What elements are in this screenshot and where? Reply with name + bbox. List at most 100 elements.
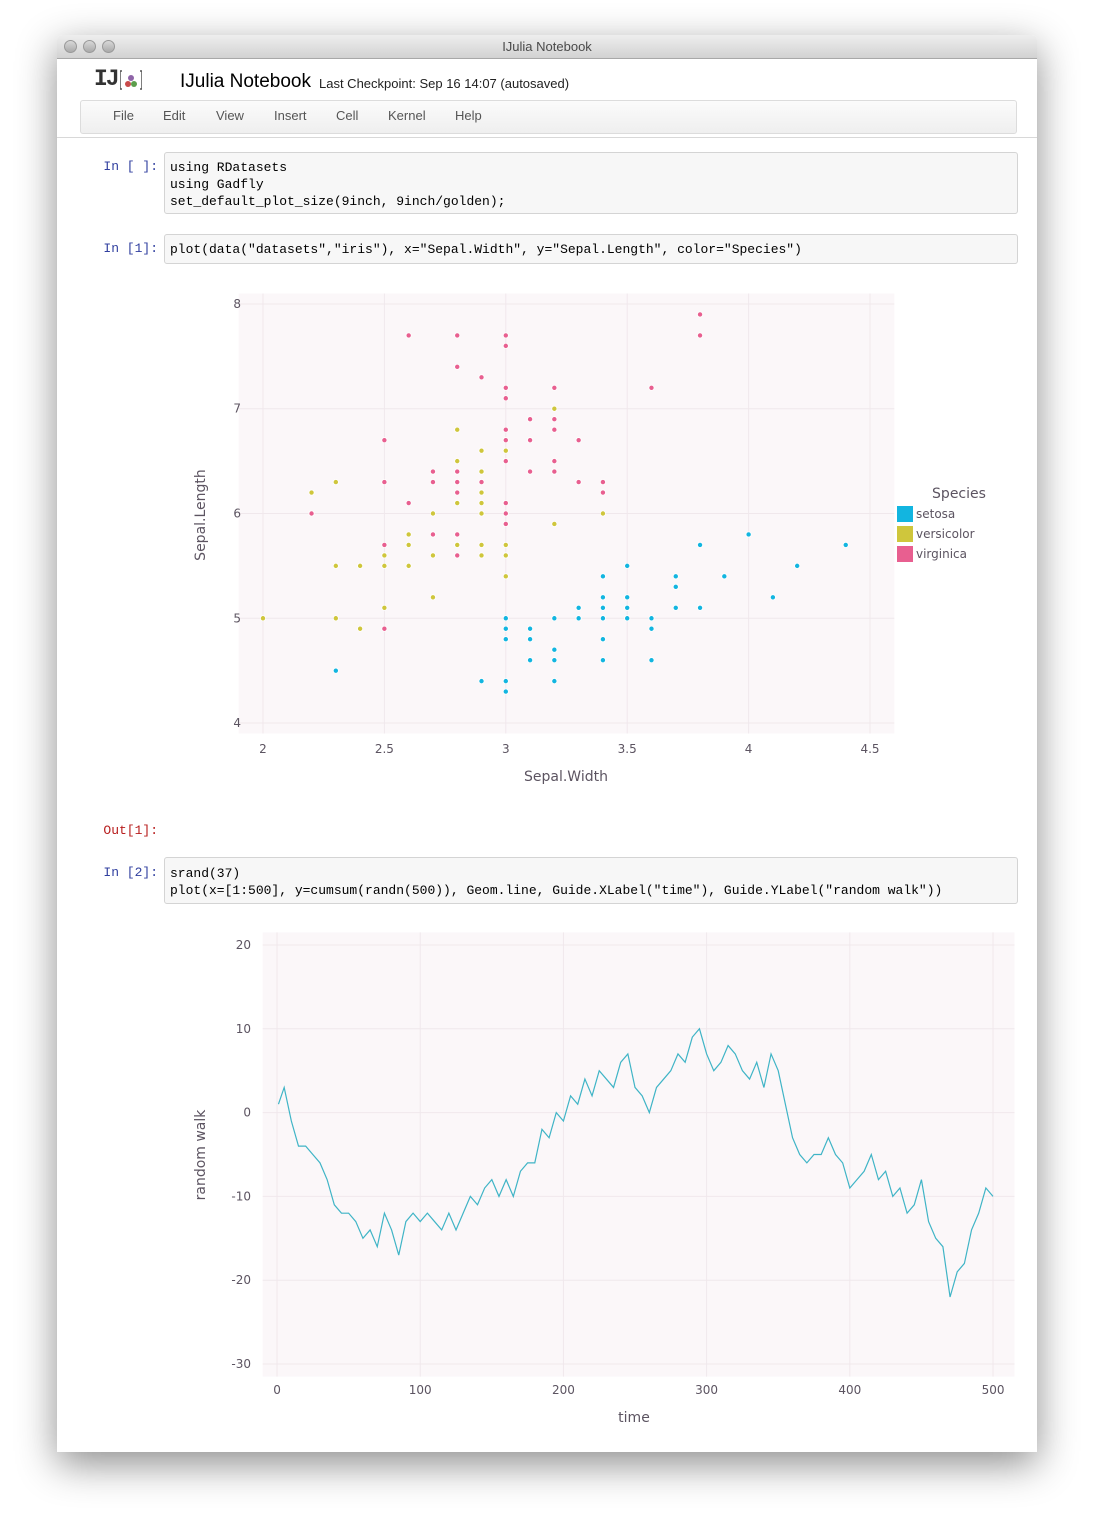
menu-item[interactable]: Help — [455, 108, 482, 123]
code-line: plot(x=[1:500], y=cumsum(randn(500)), Ge… — [170, 883, 943, 898]
menu-item[interactable]: Cell — [336, 108, 359, 123]
point — [502, 625, 509, 632]
point — [332, 479, 339, 486]
code-cell[interactable]: using RDatasets using Gadfly set_default… — [164, 152, 1018, 214]
point — [454, 468, 461, 475]
point — [454, 541, 461, 548]
menu-item[interactable]: Kernel — [388, 108, 426, 123]
point — [672, 604, 679, 611]
point — [478, 447, 485, 454]
x-tick-label: 2.5 — [375, 742, 394, 756]
point — [454, 332, 461, 339]
point — [502, 678, 509, 685]
legend-swatch — [897, 506, 913, 522]
point — [697, 332, 704, 339]
point — [502, 342, 509, 349]
x-tick-label: 3 — [502, 742, 510, 756]
code-line: plot(data("datasets","iris"), x="Sepal.W… — [170, 242, 802, 257]
point — [454, 500, 461, 507]
point — [551, 678, 558, 685]
menu-bar — [80, 100, 1017, 134]
point — [697, 604, 704, 611]
window-title: IJulia Notebook — [502, 39, 592, 54]
point — [551, 416, 558, 423]
code-cell[interactable]: srand(37) plot(x=[1:500], y=cumsum(randn… — [164, 857, 1018, 904]
y-tick-label: 8 — [233, 297, 241, 311]
point — [575, 437, 582, 444]
notebook-name[interactable]: IJulia Notebook — [180, 71, 311, 92]
point — [745, 531, 752, 538]
point — [454, 552, 461, 559]
menu-item[interactable]: Edit — [163, 108, 186, 123]
point — [599, 573, 606, 580]
point — [405, 531, 412, 538]
point — [551, 468, 558, 475]
y-tick-label: 5 — [233, 611, 241, 625]
point — [502, 615, 509, 622]
point — [502, 332, 509, 339]
menu-item[interactable]: File — [113, 108, 134, 123]
point — [429, 594, 436, 601]
cell-prompt: In [ ]: — [103, 159, 158, 174]
point — [478, 500, 485, 507]
point — [502, 426, 509, 433]
point — [478, 510, 485, 517]
point — [502, 458, 509, 465]
point — [624, 615, 631, 622]
point — [672, 573, 679, 580]
x-tick-label: 500 — [982, 1383, 1005, 1397]
point — [527, 468, 534, 475]
zoom-button[interactable] — [102, 40, 115, 53]
close-button[interactable] — [64, 40, 77, 53]
point — [527, 437, 534, 444]
x-tick-label: 4 — [745, 742, 753, 756]
point — [648, 657, 655, 664]
point — [429, 531, 436, 538]
cell-prompt: Out[1]: — [103, 823, 158, 838]
code-cell[interactable]: plot(data("datasets","iris"), x="Sepal.W… — [164, 234, 1018, 264]
point — [429, 468, 436, 475]
point — [502, 552, 509, 559]
point — [648, 615, 655, 622]
minimize-button[interactable] — [83, 40, 96, 53]
legend-title: Species — [932, 486, 986, 502]
point — [551, 426, 558, 433]
menu-item[interactable]: View — [216, 108, 244, 123]
y-tick-label: 20 — [236, 938, 251, 952]
x-tick-label: 200 — [552, 1383, 575, 1397]
point — [721, 573, 728, 580]
point — [502, 384, 509, 391]
cell-prompt: In [1]: — [103, 241, 158, 256]
y-tick-label: -20 — [231, 1273, 251, 1287]
point — [381, 625, 388, 632]
point — [842, 541, 849, 548]
point — [551, 657, 558, 664]
code-line: using Gadfly — [170, 177, 264, 192]
point — [478, 479, 485, 486]
x-tick-label: 0 — [273, 1383, 281, 1397]
menu-item[interactable]: Insert — [274, 108, 307, 123]
point — [332, 562, 339, 569]
point — [381, 604, 388, 611]
legend-label: setosa — [916, 507, 955, 521]
x-tick-label: 4.5 — [860, 742, 879, 756]
point — [502, 500, 509, 507]
point — [599, 510, 606, 517]
x-axis-title: Sepal.Width — [524, 769, 608, 785]
point — [454, 426, 461, 433]
point — [502, 520, 509, 527]
point — [551, 405, 558, 412]
point — [551, 646, 558, 653]
y-tick-label: 10 — [236, 1022, 251, 1036]
point — [648, 384, 655, 391]
point — [599, 657, 606, 664]
point — [429, 552, 436, 559]
point — [478, 678, 485, 685]
point — [502, 510, 509, 517]
point — [405, 332, 412, 339]
point — [624, 604, 631, 611]
point — [502, 395, 509, 402]
point — [551, 520, 558, 527]
point — [624, 562, 631, 569]
